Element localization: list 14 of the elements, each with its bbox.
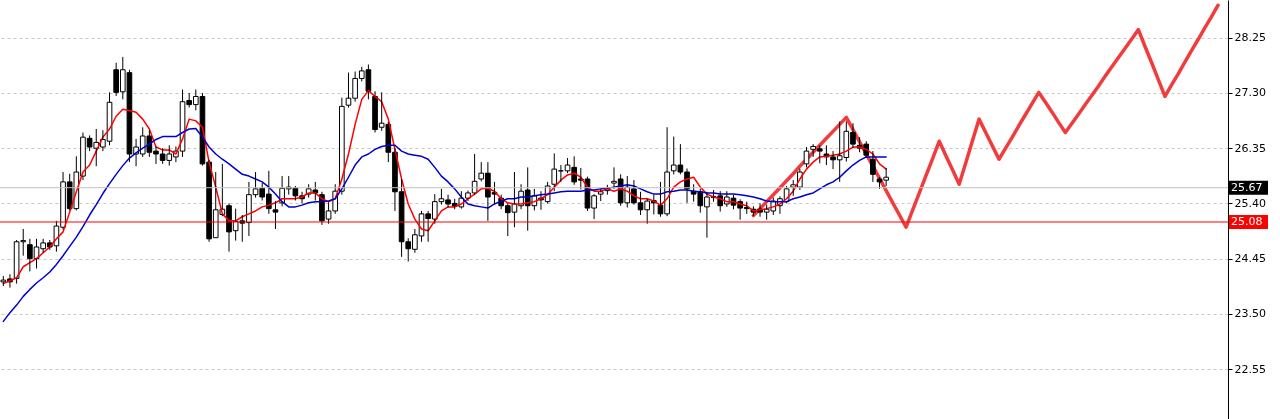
candlestick	[803, 146, 810, 168]
y-tick-label: 26.35	[1234, 141, 1266, 155]
line-series	[751, 3, 1220, 229]
y-tick-label: 23.50	[1234, 307, 1266, 321]
y-tick-label: 24.45	[1234, 252, 1266, 266]
candlestick	[870, 150, 876, 183]
y-tick-label: 22.55	[1234, 362, 1266, 376]
ref-line-label: 25.08	[1231, 214, 1263, 228]
candlestick	[597, 188, 604, 202]
y-tick-label: 25.40	[1234, 196, 1266, 210]
line-series	[2, 127, 887, 323]
ref-line-label: 25.67	[1231, 180, 1263, 194]
y-tick-label: 27.30	[1234, 86, 1266, 100]
y-tick-label: 28.25	[1234, 31, 1266, 45]
